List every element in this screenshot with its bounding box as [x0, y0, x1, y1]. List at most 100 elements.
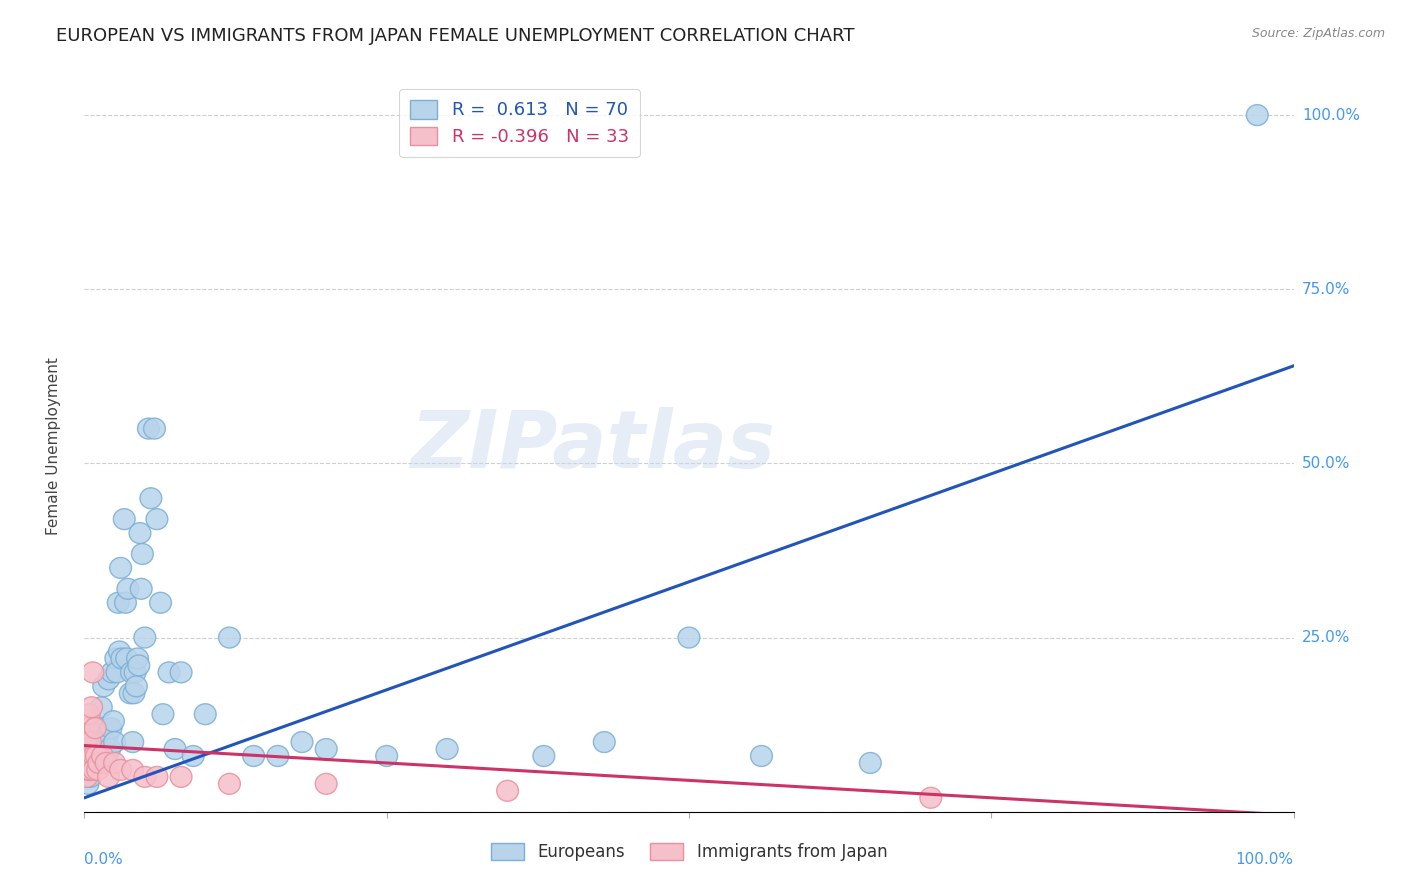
Ellipse shape — [77, 773, 98, 794]
Ellipse shape — [291, 731, 314, 753]
Ellipse shape — [84, 731, 105, 753]
Ellipse shape — [315, 739, 337, 759]
Text: 25.0%: 25.0% — [1302, 630, 1350, 645]
Ellipse shape — [86, 746, 107, 766]
Ellipse shape — [87, 759, 108, 780]
Text: Source: ZipAtlas.com: Source: ZipAtlas.com — [1251, 27, 1385, 40]
Ellipse shape — [138, 418, 159, 439]
Text: ZIPatlas: ZIPatlas — [409, 407, 775, 485]
Ellipse shape — [165, 739, 186, 759]
Ellipse shape — [76, 766, 97, 788]
Ellipse shape — [134, 766, 156, 788]
Ellipse shape — [436, 739, 458, 759]
Ellipse shape — [194, 704, 217, 724]
Ellipse shape — [76, 753, 97, 773]
Ellipse shape — [110, 558, 132, 578]
Ellipse shape — [80, 766, 101, 788]
Ellipse shape — [533, 746, 555, 766]
Ellipse shape — [121, 662, 142, 683]
Ellipse shape — [496, 780, 519, 801]
Ellipse shape — [105, 648, 127, 669]
Text: 0.0%: 0.0% — [84, 852, 124, 867]
Ellipse shape — [129, 523, 150, 543]
Ellipse shape — [218, 627, 240, 648]
Ellipse shape — [170, 766, 193, 788]
Ellipse shape — [218, 773, 240, 794]
Ellipse shape — [89, 753, 110, 773]
Ellipse shape — [104, 731, 125, 753]
Ellipse shape — [83, 746, 105, 766]
Ellipse shape — [243, 746, 264, 766]
Ellipse shape — [127, 648, 149, 669]
Ellipse shape — [141, 488, 162, 508]
Text: 100.0%: 100.0% — [1236, 852, 1294, 867]
Text: 100.0%: 100.0% — [1302, 108, 1360, 122]
Ellipse shape — [124, 662, 146, 683]
Ellipse shape — [89, 753, 110, 773]
Ellipse shape — [84, 718, 105, 739]
Ellipse shape — [97, 766, 120, 788]
Ellipse shape — [82, 739, 104, 759]
Ellipse shape — [111, 648, 132, 669]
Text: EUROPEAN VS IMMIGRANTS FROM JAPAN FEMALE UNEMPLOYMENT CORRELATION CHART: EUROPEAN VS IMMIGRANTS FROM JAPAN FEMALE… — [56, 27, 855, 45]
Ellipse shape — [183, 746, 204, 766]
Ellipse shape — [131, 578, 152, 599]
Ellipse shape — [152, 704, 174, 724]
Ellipse shape — [100, 718, 122, 739]
Ellipse shape — [122, 731, 143, 753]
Ellipse shape — [132, 543, 153, 565]
Ellipse shape — [120, 683, 141, 704]
Ellipse shape — [89, 731, 111, 753]
Ellipse shape — [124, 683, 145, 704]
Ellipse shape — [87, 718, 108, 739]
Ellipse shape — [122, 759, 143, 780]
Ellipse shape — [79, 704, 100, 724]
Ellipse shape — [79, 746, 100, 766]
Ellipse shape — [76, 766, 97, 788]
Ellipse shape — [128, 655, 149, 676]
Ellipse shape — [82, 662, 104, 683]
Ellipse shape — [86, 746, 107, 766]
Ellipse shape — [82, 753, 104, 773]
Ellipse shape — [79, 759, 100, 780]
Ellipse shape — [108, 641, 131, 662]
Ellipse shape — [98, 739, 121, 759]
Ellipse shape — [170, 662, 193, 683]
Ellipse shape — [90, 697, 112, 718]
Ellipse shape — [315, 773, 337, 794]
Ellipse shape — [143, 418, 166, 439]
Ellipse shape — [134, 627, 156, 648]
Ellipse shape — [859, 753, 882, 773]
Ellipse shape — [115, 592, 136, 613]
Ellipse shape — [91, 746, 114, 766]
Ellipse shape — [104, 753, 125, 773]
Ellipse shape — [77, 746, 98, 766]
Ellipse shape — [149, 592, 172, 613]
Ellipse shape — [77, 718, 98, 739]
Ellipse shape — [375, 746, 398, 766]
Ellipse shape — [83, 759, 105, 780]
Ellipse shape — [80, 731, 101, 753]
Ellipse shape — [77, 759, 98, 780]
Text: 50.0%: 50.0% — [1302, 456, 1350, 471]
Ellipse shape — [97, 669, 120, 690]
Y-axis label: Female Unemployment: Female Unemployment — [46, 357, 60, 535]
Ellipse shape — [115, 648, 138, 669]
Ellipse shape — [920, 788, 942, 808]
Ellipse shape — [117, 578, 139, 599]
Ellipse shape — [593, 731, 616, 753]
Ellipse shape — [103, 711, 124, 731]
Ellipse shape — [75, 731, 97, 753]
Ellipse shape — [94, 731, 115, 753]
Ellipse shape — [107, 592, 129, 613]
Ellipse shape — [105, 662, 128, 683]
Ellipse shape — [1246, 104, 1268, 126]
Ellipse shape — [96, 753, 117, 773]
Ellipse shape — [751, 746, 772, 766]
Ellipse shape — [83, 753, 105, 773]
Ellipse shape — [80, 746, 103, 766]
Ellipse shape — [80, 697, 103, 718]
Text: 75.0%: 75.0% — [1302, 282, 1350, 297]
Ellipse shape — [125, 676, 148, 697]
Ellipse shape — [91, 746, 114, 766]
